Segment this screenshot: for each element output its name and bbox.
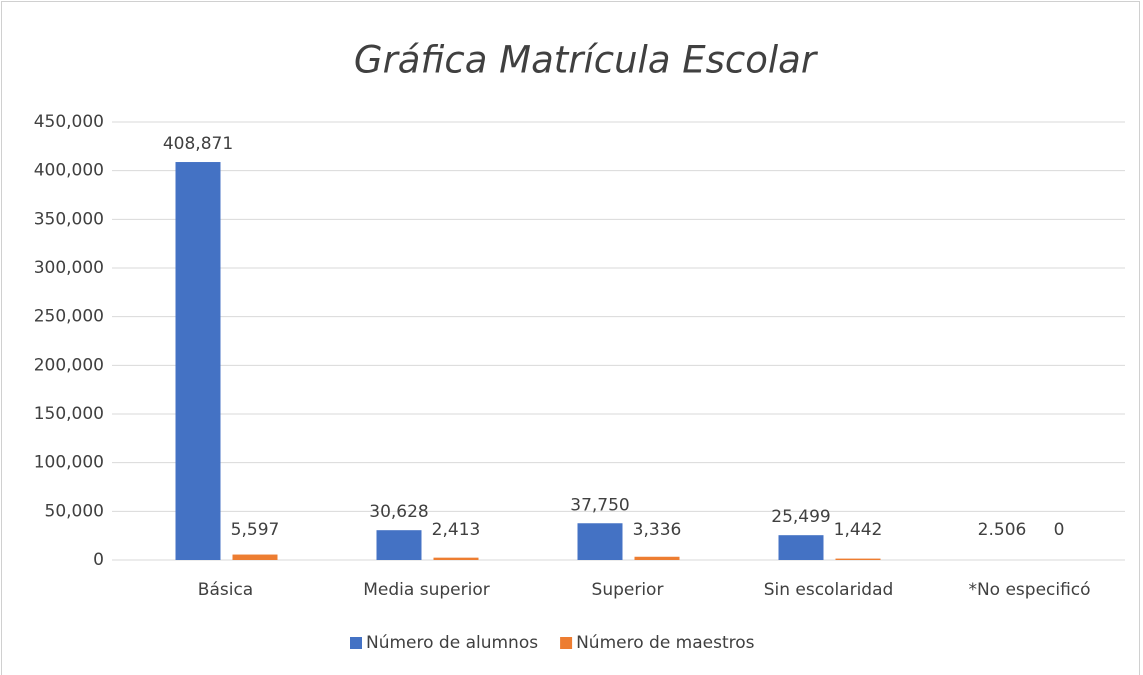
x-tick-label: Básica [198,580,253,600]
x-tick-label: Superior [592,580,664,600]
chart-title: Gráfica Matrícula Escolar [354,39,819,82]
legend-label: Número de alumnos [366,633,538,653]
y-tick-label: 400,000 [34,161,104,181]
x-tick-label: *No especificó [968,580,1090,600]
data-label: 5,597 [231,520,280,540]
y-tick-label: 250,000 [34,307,104,327]
y-tick-label: 150,000 [34,404,104,424]
y-tick-label: 0 [93,550,104,570]
y-tick-label: 50,000 [45,501,104,521]
data-label: 25,499 [771,507,830,527]
bar [376,530,422,560]
data-label: 408,871 [163,134,233,154]
data-label: 1,442 [834,520,883,540]
data-label: 0 [1054,520,1065,540]
y-tick-label: 450,000 [34,112,104,132]
data-label: 37,750 [570,495,629,515]
y-tick-label: 200,000 [34,355,104,375]
bar [835,558,881,560]
y-tick-label: 350,000 [34,209,104,229]
bar [778,535,824,560]
bar [175,162,221,560]
bar [433,557,479,560]
bar [232,554,278,560]
y-tick-label: 300,000 [34,258,104,278]
data-label: 3,336 [633,520,682,540]
bar [577,523,623,560]
data-label: 2,413 [432,520,481,540]
x-tick-label: Media superior [363,580,489,600]
data-label: 30,628 [369,502,428,522]
data-label: 2.506 [978,520,1027,540]
x-tick-label: Sin escolaridad [764,580,894,600]
legend-swatch [350,637,362,649]
y-tick-label: 100,000 [34,453,104,473]
bar [634,556,680,560]
legend-swatch [560,637,573,649]
legend-label: Número de maestros [576,633,755,653]
